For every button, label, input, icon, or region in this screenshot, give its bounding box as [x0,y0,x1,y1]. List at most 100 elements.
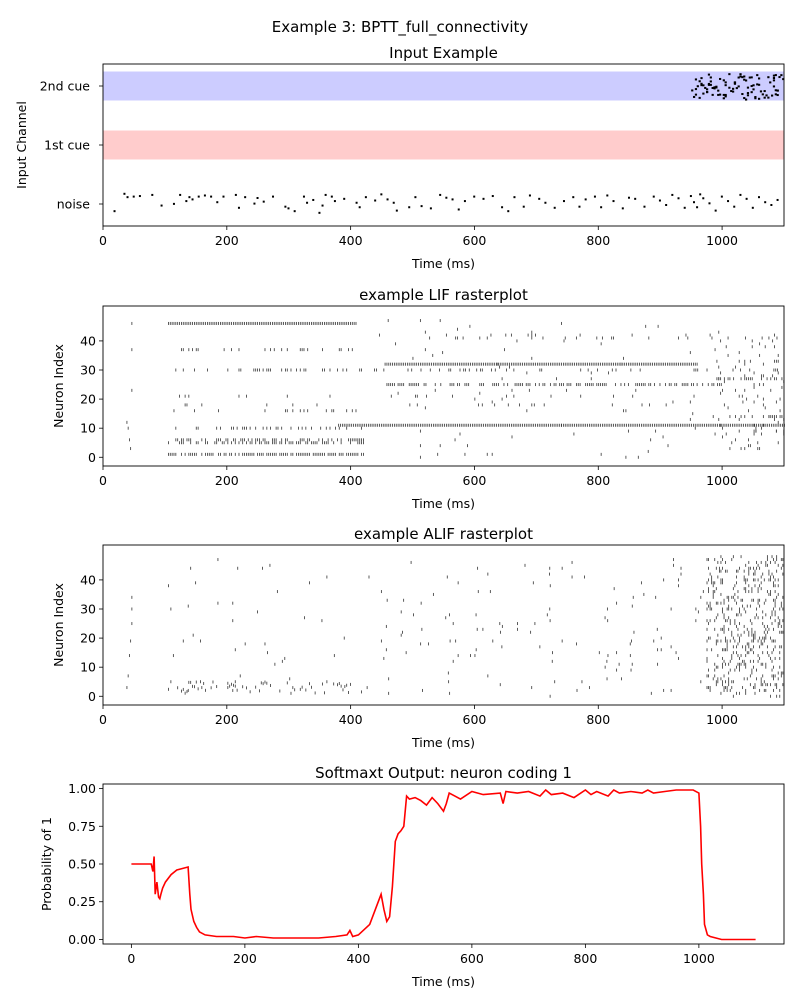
alif-spike [753,686,754,690]
lif-spike [303,321,305,325]
lif-spike [216,426,218,430]
alif-spike [236,688,238,692]
lif-spike [740,368,741,372]
alif-spike [725,648,726,652]
alif-spike [706,648,708,652]
alif-spike [131,607,133,611]
input-noise-spike [699,193,702,196]
lif-spike [633,423,635,427]
lif-spike [342,321,344,325]
lif-spike [424,406,426,410]
alif-spike [470,654,471,658]
lif-spike [590,377,592,381]
lif-spike [301,426,303,430]
alif-spike [714,674,716,678]
alif-spike [731,595,733,599]
lif-spike [520,423,522,427]
lif-spike [353,438,355,442]
lif-spike [449,362,451,366]
lif-spike [774,345,775,349]
alif-spike [366,686,368,690]
lif-spike [197,426,199,430]
input-cue-spike [728,86,731,89]
lif-spike [601,383,603,387]
lif-spike [255,321,257,325]
alif-spike [184,691,186,695]
lif-spike [290,426,292,430]
alif-spike [731,607,733,611]
alif-spike [782,683,784,687]
lif-spike [192,452,193,456]
alif-spike [722,656,723,660]
lif-spike [483,423,484,427]
input-noise-spike [210,195,213,198]
lif-spike [770,423,772,427]
lif-spike [510,423,512,427]
alif-spike [723,630,725,634]
lif-spike [292,321,294,325]
lif-spike [570,362,572,366]
lif-spike [423,362,425,366]
input-cue-spike [737,76,740,79]
lif-spike [201,438,203,442]
lif-spike [445,362,447,366]
lif-spike [434,388,436,392]
lif-spike [356,423,358,427]
lif-spike [390,394,392,398]
alif-spike [737,613,739,617]
lif-spike [201,403,203,407]
input-noise-spike [364,196,367,199]
alif-spike [779,622,781,626]
alif-spike [233,683,234,687]
input-cue-spike [707,73,711,76]
lif-spike [247,321,249,325]
alif-spike [257,610,258,614]
alif-spike [715,616,717,620]
lif-spike [694,423,696,427]
lif-spike [468,368,470,372]
lif-spike [479,383,481,387]
input-cue-spike [739,75,742,78]
lif-spike [298,441,299,445]
lif-spike [348,321,349,325]
lif-spike [544,362,546,366]
alif-spike [757,590,759,594]
alif-spike [776,683,778,687]
alif-spike [729,622,731,626]
alif-spike [776,595,778,599]
alif-spike [279,689,281,693]
lif-spike [559,423,561,427]
lif-spike [653,383,655,387]
lif-spike [662,435,664,439]
lif-spike [637,455,639,459]
lif-spike [242,441,244,445]
alif-spike [237,566,239,570]
lif-spike [772,374,774,378]
alif-spike [455,639,457,643]
lif-spike [556,377,557,381]
lif-spike [344,321,346,325]
lif-spike [419,455,421,459]
alif-spike [765,560,767,564]
lif-spike [273,348,275,352]
input-cue-spike [741,93,744,96]
lif-spike [386,383,388,387]
lif-spike [742,400,744,404]
alif-spike [765,662,767,666]
alif-spike [732,555,734,559]
lif-spike [724,423,726,427]
lif-spike [129,438,130,442]
alif-spike [725,686,726,690]
lif-spike [392,423,393,427]
lif-spike [679,423,681,427]
lif-spike [691,423,692,427]
alif-spike [673,558,674,562]
alif-spike [205,688,206,692]
lif-spike [468,362,470,366]
alif-spike [779,688,781,692]
lif-spike [626,423,627,427]
input-noise-spike [343,197,346,200]
alif-spike [197,687,199,691]
alif-spike [131,595,133,599]
lif-spike [551,362,553,366]
